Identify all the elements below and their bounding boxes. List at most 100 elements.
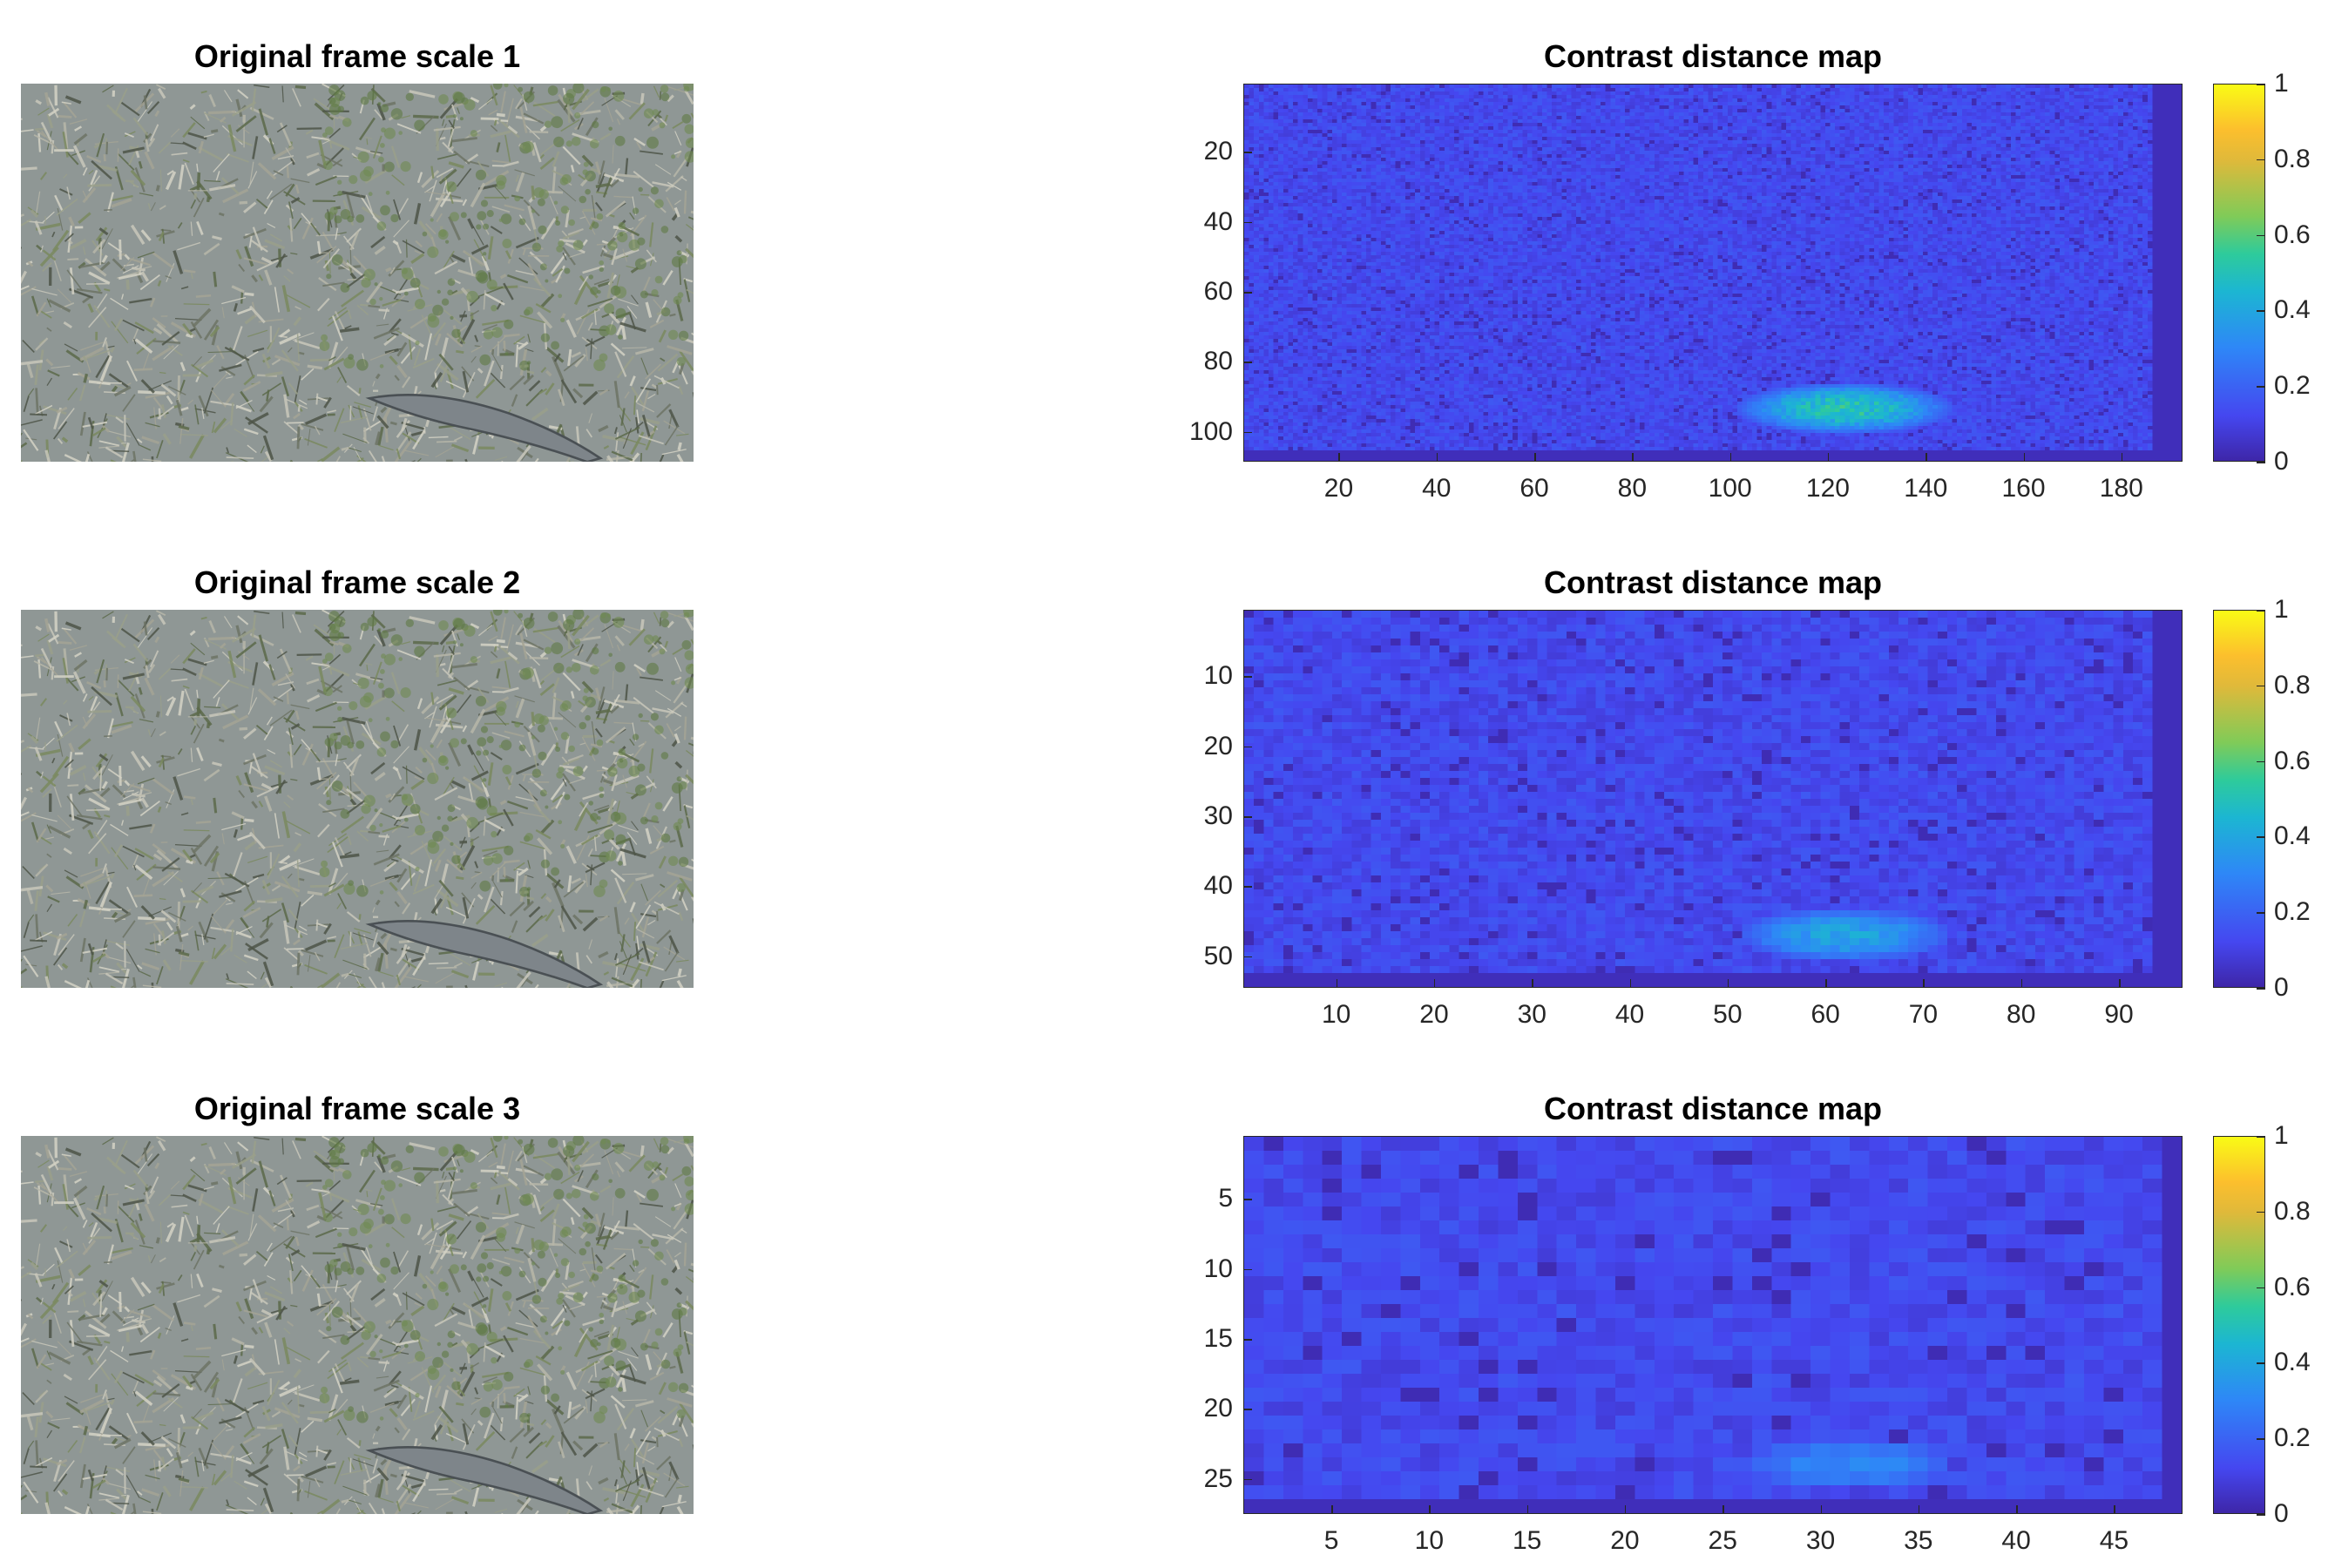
heatmap-2-x-tick-label: 80 <box>2007 1000 2036 1029</box>
heatmap-3-y-tickmark <box>1243 1199 1252 1200</box>
heatmap-3-x-tickmark <box>1722 1505 1724 1514</box>
heatmap-3-y-tick-label: 25 <box>1203 1463 1233 1493</box>
heatmap-2-x-tickmark <box>1433 979 1436 988</box>
colorbar-3-tick-label: 0.8 <box>2274 1196 2311 1226</box>
photo-title-3: Original frame scale 3 <box>193 1091 521 1126</box>
heatmap-2-y-tickmark <box>1243 886 1252 888</box>
colorbar-2-tick-label: 0.6 <box>2274 746 2311 775</box>
heatmap-1-x-tick-label: 160 <box>2001 474 2046 503</box>
heatmap-2-x-tick-label: 60 <box>1810 1000 1840 1029</box>
heatmap-3-y-tickmark <box>1243 1339 1252 1341</box>
heatmap-3-x-tickmark <box>1820 1505 1823 1514</box>
heatmap-2-x-tick-label: 30 <box>1517 1000 1547 1029</box>
heatmap-3-x-tickmark <box>1918 1505 1920 1514</box>
heatmap-1-x-tick-label: 60 <box>1519 474 1549 503</box>
heatmap-1-x-tick-label: 180 <box>2099 474 2143 503</box>
colorbar-2-tick-label: 0.4 <box>2274 821 2311 851</box>
heatmap-title-1: Contrast distance map <box>1543 38 1883 74</box>
colorbar-3-tick-label: 0.2 <box>2274 1423 2311 1453</box>
heatmap-2-x-tickmark <box>2020 979 2023 988</box>
colorbar-3-tickmark <box>2257 1362 2265 1364</box>
heatmap-1-x-tick-label: 120 <box>1805 474 1850 503</box>
heatmap-2-x-tickmark <box>1336 979 1338 988</box>
heatmap-1-x-tick-label: 80 <box>1617 474 1648 503</box>
colorbar-2-tickmark <box>2257 988 2265 990</box>
contrast-heatmap-1 <box>1243 84 2183 462</box>
heatmap-3-x-tickmark <box>1429 1505 1431 1514</box>
heatmap-2-x-tick-label: 90 <box>2104 1000 2134 1029</box>
heatmap-2-x-tickmark <box>1923 979 1925 988</box>
contrast-heatmap-3 <box>1243 1136 2183 1514</box>
colorbar-3-tickmark <box>2257 1136 2265 1138</box>
colorbar-2 <box>2213 610 2265 988</box>
colorbar-1-tick-label: 0.2 <box>2274 371 2311 401</box>
colorbar-2-tickmark <box>2257 836 2265 838</box>
colorbar-3-tickmark <box>2257 1287 2265 1289</box>
colorbar-1-tickmark <box>2257 310 2265 312</box>
heatmap-3-x-tick-label: 30 <box>1805 1526 1836 1555</box>
colorbar-2-tick-label: 1 <box>2274 595 2289 624</box>
heatmap-3-x-tick-label: 10 <box>1414 1526 1445 1555</box>
heatmap-title-3: Contrast distance map <box>1543 1091 1883 1126</box>
heatmap-1-x-tick-label: 140 <box>1904 474 1948 503</box>
heatmap-3-x-tick-label: 15 <box>1512 1526 1542 1555</box>
colorbar-1 <box>2213 84 2265 462</box>
original-frame-image-3 <box>21 1136 694 1514</box>
colorbar-2-tick-label: 0.2 <box>2274 897 2311 927</box>
colorbar-2-tick-label: 0 <box>2274 973 2289 1002</box>
heatmap-2-y-tick-label: 10 <box>1203 661 1233 691</box>
colorbar-2-tickmark <box>2257 912 2265 914</box>
colorbar-3-tick-label: 1 <box>2274 1121 2289 1150</box>
heatmap-2-y-tickmark <box>1243 816 1252 818</box>
heatmap-1-x-tick-label: 20 <box>1323 474 1354 503</box>
heatmap-3-x-tickmark <box>2016 1505 2018 1514</box>
heatmap-1-x-tickmark <box>2023 453 2026 462</box>
heatmap-3-x-tickmark <box>1526 1505 1529 1514</box>
heatmap-1-x-tickmark <box>1827 453 1830 462</box>
colorbar-2-tickmark <box>2257 685 2265 687</box>
heatmap-1-x-tickmark <box>1926 453 1927 462</box>
colorbar-3 <box>2213 1136 2265 1514</box>
heatmap-2-y-tick-label: 40 <box>1203 871 1233 901</box>
heatmap-3-y-tickmark <box>1243 1478 1252 1481</box>
photo-title-2: Original frame scale 2 <box>193 564 521 600</box>
heatmap-3-y-tickmark <box>1243 1268 1252 1271</box>
colorbar-1-tickmark <box>2257 84 2265 85</box>
colorbar-3-tick-label: 0.6 <box>2274 1272 2311 1301</box>
colorbar-1-tickmark <box>2257 159 2265 161</box>
heatmap-1-x-tick-label: 40 <box>1422 474 1452 503</box>
heatmap-1-y-tick-label: 100 <box>1188 416 1233 446</box>
heatmap-2-y-tickmark <box>1243 956 1252 958</box>
colorbar-1-tickmark <box>2257 386 2265 388</box>
heatmap-2-y-tick-label: 20 <box>1203 731 1233 760</box>
heatmap-3-x-tick-label: 40 <box>2001 1526 2031 1555</box>
heatmap-2-y-tickmark <box>1243 746 1252 748</box>
photo-title-1: Original frame scale 1 <box>193 38 521 74</box>
heatmap-3-x-tick-label: 5 <box>1323 1526 1339 1555</box>
heatmap-1-y-tick-label: 20 <box>1203 137 1233 166</box>
colorbar-1-tick-label: 0.6 <box>2274 220 2311 249</box>
colorbar-1-tick-label: 0.8 <box>2274 144 2311 173</box>
heatmap-3-y-tick-label: 15 <box>1203 1324 1233 1354</box>
heatmap-1-y-tickmark <box>1243 221 1252 224</box>
heatmap-1-x-tickmark <box>1729 453 1732 462</box>
heatmap-3-x-tick-label: 20 <box>1610 1526 1640 1555</box>
heatmap-1-y-tick-label: 60 <box>1203 277 1233 307</box>
colorbar-2-tick-label: 0.8 <box>2274 670 2311 700</box>
heatmap-1-x-tickmark <box>1534 453 1536 462</box>
heatmap-1-y-tick-label: 40 <box>1203 206 1233 236</box>
heatmap-2-x-tick-label: 70 <box>1908 1000 1939 1029</box>
contrast-heatmap-2 <box>1243 610 2183 988</box>
colorbar-3-tick-label: 0 <box>2274 1499 2289 1528</box>
heatmap-2-x-tickmark <box>2119 979 2121 988</box>
heatmap-1-x-tickmark <box>1436 453 1438 462</box>
heatmap-1-y-tickmark <box>1243 362 1252 363</box>
colorbar-2-tickmark <box>2257 760 2265 763</box>
heatmap-1-y-tickmark <box>1243 431 1252 434</box>
heatmap-2-x-tickmark <box>1727 979 1729 988</box>
heatmap-3-x-tick-label: 45 <box>2099 1526 2129 1555</box>
heatmap-2-x-tick-label: 40 <box>1614 1000 1645 1029</box>
heatmap-2-x-tick-label: 10 <box>1321 1000 1351 1029</box>
heatmap-3-y-tickmark <box>1243 1409 1252 1410</box>
heatmap-title-2: Contrast distance map <box>1543 564 1883 600</box>
